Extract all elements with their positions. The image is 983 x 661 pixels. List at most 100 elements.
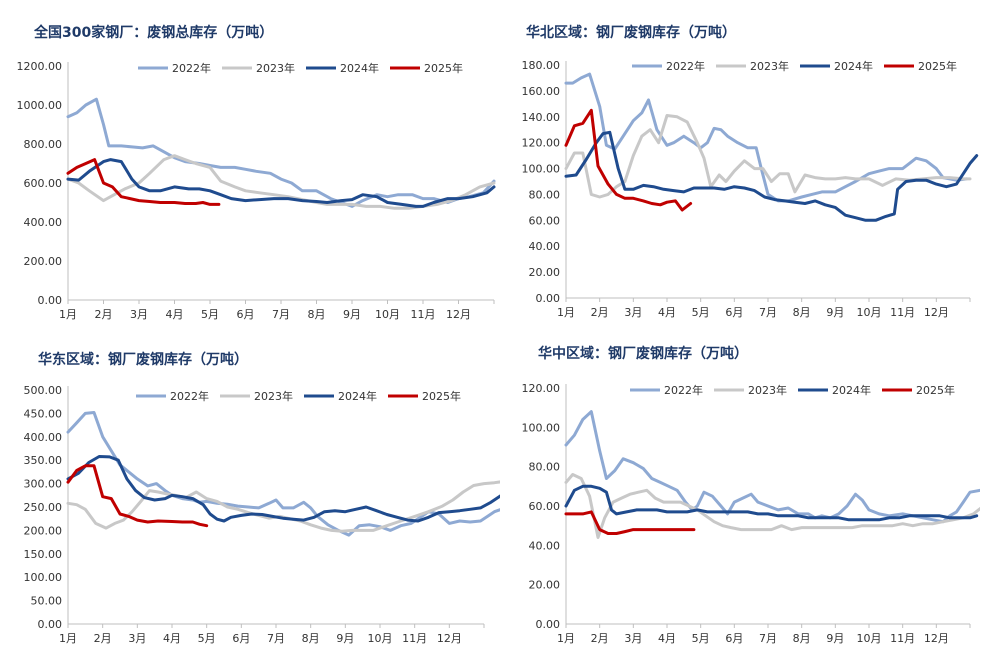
x-tick-label: 3月 — [128, 632, 146, 645]
x-tick-label: 5月 — [198, 632, 216, 645]
x-tick-label: 11月 — [402, 632, 427, 645]
x-tick-label: 10月 — [857, 632, 882, 645]
y-tick-label: 0.00 — [536, 292, 561, 305]
y-tick-label: 50.00 — [31, 595, 63, 608]
x-tick-label: 1月 — [59, 632, 77, 645]
series-line-2023年 — [564, 114, 972, 199]
x-tick-label: 2月 — [95, 308, 113, 321]
y-tick-label: 60.00 — [529, 500, 561, 513]
y-tick-label: 140.00 — [522, 111, 561, 124]
x-tick-label: 10月 — [857, 306, 882, 319]
legend-label: 2025年 — [422, 389, 461, 403]
y-tick-label: 500.00 — [24, 384, 63, 397]
x-tick-label: 11月 — [411, 308, 436, 321]
legend-label: 2023年 — [256, 61, 295, 75]
series-line-2022年 — [564, 72, 969, 203]
x-tick-label: 12月 — [446, 308, 471, 321]
series-line-2025年 — [66, 464, 209, 528]
x-tick-label: 4月 — [658, 632, 676, 645]
chart-svg: 0.00 20.00 40.00 60.00 80.00 100.00 120.00 140.… — [522, 59, 979, 319]
chart-title: 华中区域：钢厂废钢库存（万吨） — [538, 346, 748, 362]
y-tick-label: 350.00 — [24, 454, 63, 467]
x-tick-label: 9月 — [826, 632, 844, 645]
x-tick-label: 10月 — [368, 632, 393, 645]
legend-label: 2025年 — [424, 61, 463, 75]
series-line-2022年 — [564, 410, 980, 524]
x-tick-label: 8月 — [302, 632, 320, 645]
y-tick-label: 150.00 — [24, 548, 63, 561]
x-tick-label: 6月 — [232, 632, 250, 645]
y-tick-label: 100.00 — [522, 163, 561, 176]
series-line-2023年 — [66, 480, 500, 533]
legend-label: 2023年 — [748, 383, 787, 397]
chart-title: 华东区域：钢厂废钢库存（万吨） — [38, 352, 248, 368]
y-tick-label: 120.00 — [522, 137, 561, 150]
y-tick-label: 40.00 — [529, 539, 561, 552]
series-line-2025年 — [66, 158, 221, 206]
series-line-2024年 — [564, 130, 979, 222]
x-tick-label: 4月 — [658, 306, 676, 319]
x-tick-label: 11月 — [890, 632, 915, 645]
x-tick-label: 2月 — [591, 306, 609, 319]
y-tick-label: 600.00 — [24, 177, 63, 190]
x-tick-label: 2月 — [94, 632, 112, 645]
y-tick-label: 40.00 — [529, 240, 561, 253]
x-tick-label: 5月 — [692, 306, 710, 319]
x-tick-label: 4月 — [166, 308, 184, 321]
y-tick-label: 60.00 — [529, 214, 561, 227]
x-tick-label: 7月 — [759, 306, 777, 319]
series-line-2025年 — [564, 510, 696, 535]
y-tick-label: 450.00 — [24, 407, 63, 420]
legend-label: 2025年 — [918, 59, 957, 73]
chart-svg: 0.00 50.00 100.00 150.00 200.00 250.00 300.00 3… — [24, 384, 500, 645]
x-tick-label: 6月 — [237, 308, 255, 321]
x-tick-label: 9月 — [336, 632, 354, 645]
legend-label: 2022年 — [172, 61, 211, 75]
y-tick-label: 160.00 — [522, 85, 561, 98]
chart-north-china: 华北区域：钢厂废钢库存（万吨） 0.00 20.00 40.00 60.00 80.00… — [500, 10, 980, 330]
x-tick-label: 2月 — [591, 632, 609, 645]
x-tick-label: 4月 — [163, 632, 181, 645]
series-line-2024年 — [66, 455, 500, 523]
y-tick-label: 1200.00 — [17, 60, 63, 73]
y-tick-label: 0.00 — [38, 294, 63, 307]
legend-label: 2024年 — [338, 389, 377, 403]
x-tick-label: 6月 — [725, 306, 743, 319]
series-line-2024年 — [66, 158, 496, 208]
series-line-2022年 — [66, 97, 496, 208]
x-tick-label: 6月 — [725, 632, 743, 645]
chart-national-300: 全国300家钢厂：废钢总库存（万吨） 0.00 200.00 400.00 600.0… — [10, 10, 500, 330]
x-tick-label: 3月 — [624, 632, 642, 645]
series-line-2024年 — [564, 484, 979, 522]
x-tick-label: 12月 — [437, 632, 462, 645]
legend-label: 2022年 — [664, 383, 703, 397]
x-tick-label: 12月 — [924, 632, 949, 645]
y-tick-label: 200.00 — [24, 524, 63, 537]
y-tick-label: 300.00 — [24, 478, 63, 491]
x-tick-label: 9月 — [826, 306, 844, 319]
x-tick-label: 7月 — [267, 632, 285, 645]
y-tick-label: 200.00 — [24, 255, 63, 268]
y-tick-label: 20.00 — [529, 266, 561, 279]
legend-label: 2023年 — [750, 59, 789, 73]
chart-east-china: 华东区域：钢厂废钢库存（万吨） 0.00 50.00 100.00 150.00 200… — [10, 335, 500, 661]
x-tick-label: 8月 — [793, 632, 811, 645]
chart-svg: 0.00 200.00 400.00 600.00 800.00 1000.00 1200.… — [17, 60, 496, 321]
y-tick-label: 100.00 — [522, 421, 561, 434]
chart-svg: 0.00 20.00 40.00 60.00 80.00 100.00 120.00 1月 2月… — [522, 382, 980, 645]
x-tick-label: 5月 — [692, 632, 710, 645]
x-tick-label: 3月 — [130, 308, 148, 321]
series-line-2023年 — [564, 473, 980, 539]
y-tick-label: 1000.00 — [17, 99, 63, 112]
y-tick-label: 20.00 — [529, 579, 561, 592]
y-tick-label: 400.00 — [24, 431, 63, 444]
y-tick-label: 0.00 — [536, 618, 561, 631]
y-tick-label: 100.00 — [24, 571, 63, 584]
y-tick-label: 800.00 — [24, 138, 63, 151]
legend-label: 2024年 — [832, 383, 871, 397]
legend-label: 2024年 — [834, 59, 873, 73]
x-tick-label: 10月 — [375, 308, 400, 321]
x-tick-label: 1月 — [557, 632, 575, 645]
legend-label: 2022年 — [170, 389, 209, 403]
x-tick-label: 7月 — [759, 632, 777, 645]
